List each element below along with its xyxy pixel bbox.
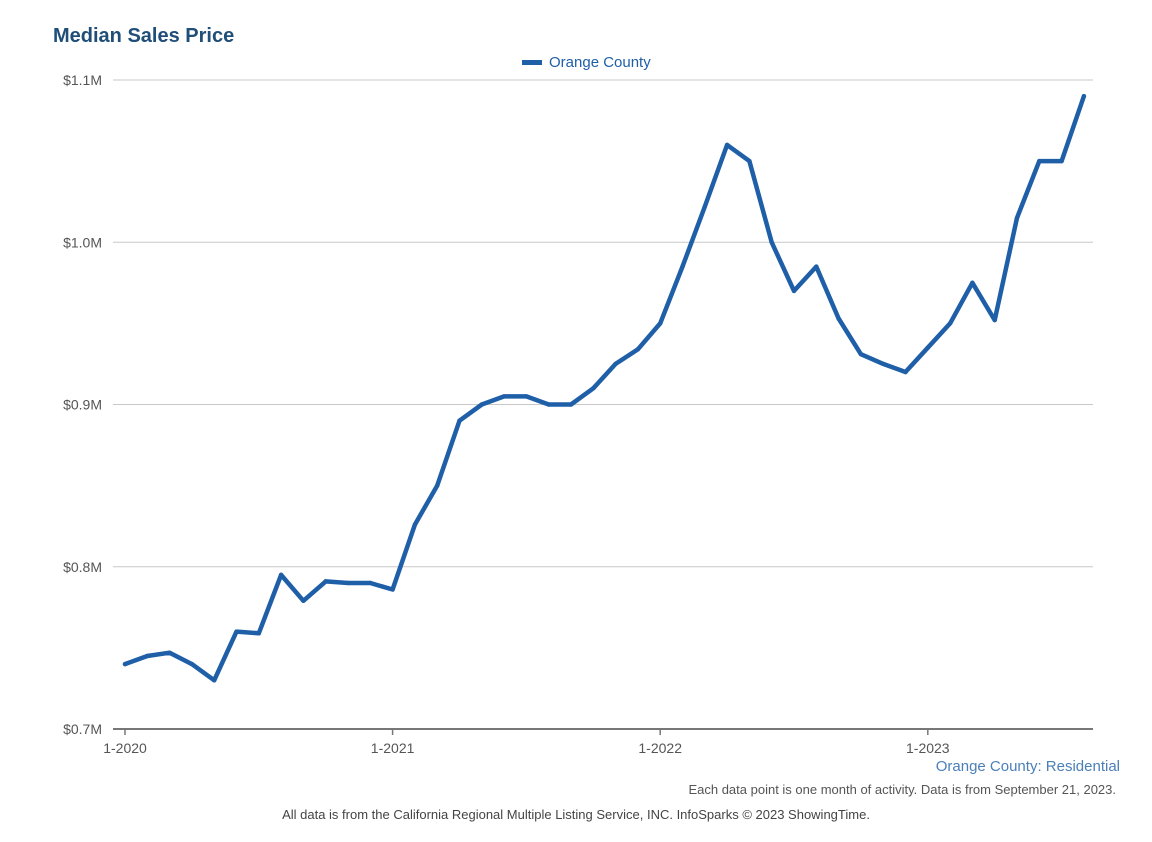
data-point	[234, 629, 239, 634]
data-point	[591, 386, 596, 391]
chart-title: Median Sales Price	[53, 25, 235, 47]
x-tick-label: 1-2021	[371, 740, 415, 756]
data-point	[658, 321, 663, 326]
data-note: Each data point is one month of activity…	[688, 782, 1116, 797]
legend-swatch	[522, 60, 542, 65]
data-point	[680, 264, 685, 269]
data-point	[256, 631, 261, 636]
data-point	[435, 483, 440, 488]
data-point	[212, 678, 217, 683]
data-point	[479, 402, 484, 407]
data-point	[1037, 158, 1042, 164]
data-point	[836, 316, 841, 321]
data-point	[323, 579, 328, 584]
data-point	[1081, 94, 1087, 99]
data-point	[702, 204, 707, 209]
source-label: Orange County: Residential	[935, 758, 1120, 775]
legend-label: Orange County	[549, 54, 651, 71]
data-point	[167, 650, 172, 655]
data-point	[1059, 158, 1064, 164]
data-point	[613, 361, 618, 367]
footer-credit: All data is from the California Regional…	[282, 807, 870, 822]
data-point	[345, 580, 351, 586]
data-point	[568, 402, 574, 407]
data-point	[546, 402, 551, 407]
y-tick-label: $0.7M	[63, 721, 102, 737]
data-point	[524, 394, 529, 399]
data-point	[992, 317, 997, 323]
data-point	[278, 572, 284, 578]
y-tick-label: $0.8M	[63, 559, 102, 575]
data-point	[903, 369, 908, 375]
data-point	[858, 352, 864, 357]
data-point	[301, 598, 306, 604]
data-point	[390, 587, 395, 592]
data-point	[501, 394, 507, 399]
data-point	[881, 361, 886, 367]
data-point	[368, 580, 373, 586]
data-point	[769, 240, 774, 245]
data-point	[747, 158, 752, 164]
data-point	[145, 653, 150, 659]
data-point	[970, 280, 975, 286]
data-point	[122, 661, 128, 667]
data-point	[189, 661, 195, 667]
data-point	[814, 264, 819, 269]
x-tick-label: 1-2022	[638, 740, 682, 756]
data-point	[947, 321, 953, 326]
data-point	[724, 142, 730, 148]
data-point	[635, 347, 641, 352]
data-point	[1014, 215, 1020, 221]
y-tick-label: $1.1M	[63, 72, 102, 88]
series-line-orange-county	[122, 93, 1087, 683]
data-point	[412, 522, 418, 527]
data-point	[457, 418, 462, 423]
y-tick-label: $1.0M	[63, 234, 102, 250]
y-tick-label: $0.9M	[63, 397, 102, 413]
legend: Orange County	[522, 54, 651, 71]
data-point	[791, 288, 797, 294]
x-tick-label: 1-2020	[103, 740, 147, 756]
data-point	[925, 345, 930, 350]
x-tick-label: 1-2023	[906, 740, 950, 756]
